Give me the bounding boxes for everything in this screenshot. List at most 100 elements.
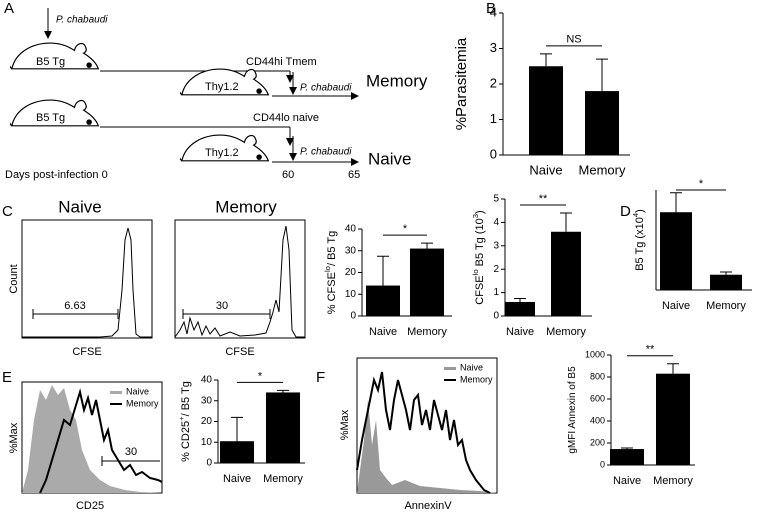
error-bar <box>277 389 289 393</box>
error-bar <box>540 53 552 67</box>
plot-frame <box>174 219 306 339</box>
x-tick-label: Memory <box>546 326 586 338</box>
y-tick-label: 10 <box>345 289 357 300</box>
gate-label: 6.63 <box>64 300 85 312</box>
error-bar <box>596 58 608 92</box>
plot-frame <box>21 219 153 339</box>
bar-chart: B5 Tg (x104) Naive Memory * <box>631 178 752 312</box>
bar-chart: 0 10 20 30 40 % CD25+/ B5 Tg Naive Memory * <box>177 370 305 485</box>
y-tick-label: 400 <box>590 415 605 425</box>
y-tick-label: 2 <box>493 264 499 275</box>
histogram-curve <box>356 371 491 494</box>
diagram: B5 Tg P. chabaudi CD44hi Tmem Thy1.2 P. … <box>5 8 428 181</box>
axis-label: Days post-infection 0 <box>5 169 108 181</box>
y-axis-label-part: CFSE <box>474 275 486 304</box>
y-axis-label-part: gMFI Annexin of B5 <box>567 366 578 454</box>
x-tick-label: Naive <box>662 300 690 312</box>
histogram: 30 Naive Memory %Max CD25 <box>8 381 163 512</box>
gate <box>101 456 160 466</box>
y-axis-label: % CD25+/ B5 Tg <box>177 381 192 462</box>
x-tick-label: Memory <box>653 475 693 487</box>
axis-label: CFSE <box>225 346 254 358</box>
legend-swatch <box>110 403 122 405</box>
label: Thy1.2 <box>205 147 239 159</box>
histogram-fill <box>357 400 497 493</box>
axis-label: 65 <box>348 169 360 181</box>
y-axis-label-part: ) <box>634 209 646 213</box>
histogram-fill <box>22 385 162 493</box>
label: CD44hi Tmem <box>246 56 317 68</box>
y-axis-label-part: lo <box>471 269 480 275</box>
y-tick-label: 1 <box>490 111 497 126</box>
label: B5 Tg <box>36 56 65 68</box>
y-tick-label: 4 <box>493 217 499 228</box>
bar <box>366 285 400 316</box>
axis-label: CD25 <box>76 500 104 512</box>
error-bar <box>720 271 732 275</box>
y-tick-label: 20 <box>345 267 357 278</box>
bar-chart: 0 200 400 600 800 1000 gMFI Annexin of B5 Naive… <box>567 344 695 487</box>
y-axis-label-part: B5 Tg (x10 <box>634 217 646 271</box>
error-bar <box>231 416 243 442</box>
bar <box>710 274 742 290</box>
bar-chart: 0 1 2 3 4 %Parasitemia Naive Memory NS <box>453 4 630 177</box>
x-tick-label: Memory <box>263 473 303 485</box>
error-bar <box>667 363 679 374</box>
y-axis-label-part: / B5 Tg <box>180 381 192 416</box>
panel-label: C <box>2 203 13 220</box>
label: P. chabaudi <box>300 83 352 94</box>
y-axis-label-part: + <box>177 416 186 421</box>
y-axis-label-part: lo <box>323 266 332 272</box>
y-tick-label: 40 <box>345 224 357 235</box>
panel-label: B <box>486 0 496 17</box>
y-tick-label: 40 <box>201 375 213 386</box>
error-bar <box>514 297 526 302</box>
histogram-title: Naive <box>58 197 101 216</box>
significance-label: ** <box>539 193 548 205</box>
x-tick-label: Memory <box>706 300 746 312</box>
y-axis-label-part: %Parasitemia <box>453 37 470 130</box>
y-axis-label: % CFSElo/ B5 Tg <box>323 231 338 314</box>
y-axis-label: CFSElo B5 Tg (103) <box>471 210 486 304</box>
legend-label: Memory <box>126 398 159 408</box>
y-tick-label: 3 <box>490 40 497 55</box>
y-axis-label: B5 Tg (x104) <box>631 209 646 271</box>
bar <box>551 231 581 316</box>
gate-label: 30 <box>125 446 137 458</box>
y-tick-label: 600 <box>590 393 605 403</box>
histogram: Naive Count CFSE 6.63 Memory CFSE 30 <box>8 197 306 358</box>
error-bar <box>421 242 433 249</box>
bar <box>266 392 300 463</box>
legend-swatch <box>444 367 456 370</box>
error-bar <box>621 447 633 450</box>
y-tick-label: 0 <box>490 146 497 161</box>
bar <box>585 91 619 155</box>
y-tick-label: 30 <box>201 395 213 406</box>
significance-label: ** <box>646 344 655 356</box>
y-tick-label: 1000 <box>585 349 605 359</box>
label: P. chabaudi <box>300 147 352 158</box>
y-axis-label-part: 4 <box>631 212 640 217</box>
y-tick-label: 10 <box>201 437 213 448</box>
y-tick-label: 30 <box>345 245 357 256</box>
y-axis-label: gMFI Annexin of B5 <box>567 366 578 454</box>
bar <box>660 212 692 290</box>
panel-label: E <box>2 369 12 386</box>
label: CD44lo naive <box>253 112 319 124</box>
y-axis-label: %Parasitemia <box>453 37 470 130</box>
legend-swatch <box>444 379 456 381</box>
axis-label: CFSE <box>72 346 101 358</box>
gate-label: 30 <box>216 300 228 312</box>
y-tick-label: 200 <box>590 437 605 447</box>
gate <box>32 309 119 319</box>
bar <box>610 449 644 465</box>
legend-label: Memory <box>460 374 493 384</box>
histogram-curve <box>22 227 152 338</box>
histogram-curve <box>39 388 163 494</box>
x-tick-label: Naive <box>613 475 641 487</box>
group-label: Memory <box>366 71 428 90</box>
x-tick-label: Naive <box>223 473 251 485</box>
y-tick-label: 0 <box>600 459 605 469</box>
error-bar <box>560 212 572 232</box>
histogram: Naive Memory %Max AnnexinV <box>339 357 498 512</box>
